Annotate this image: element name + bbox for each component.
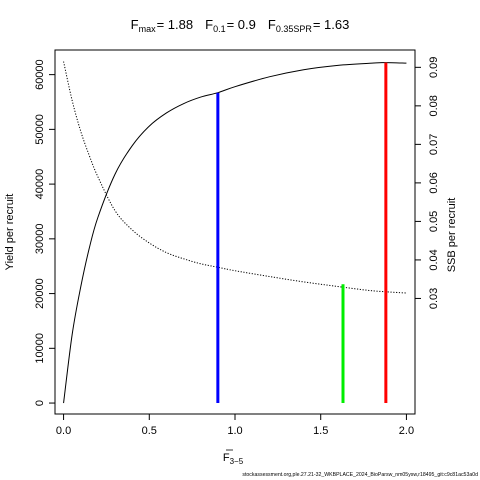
y-right-tick-label: 0.04 [428,249,440,270]
chart-title: Fmax= 1.88 F0.1= 0.9 F0.35SPR= 1.63 [131,17,350,34]
y-right-tick-label: 0.05 [428,211,440,232]
reference-lines [216,62,388,404]
y-left-tick-label: 30000 [34,224,46,255]
y-left-tick-label: 40000 [34,169,46,200]
y-axis-right-label: SSB per recruit [446,198,458,273]
x-axis-label-main: F [223,452,230,464]
y-left-tick-label: 10000 [34,333,46,364]
y-left-tick-label: 0 [34,400,46,406]
fspr-subscript: 0.35SPR [276,24,313,34]
series-layer [63,61,407,404]
fspr-value: = 1.63 [313,17,350,32]
y-right-tick-label: 0.07 [428,134,440,155]
y-right-tick-label: 0.03 [428,288,440,309]
f01-value: = 0.9 [227,17,256,32]
y-left-tick-label: 20000 [34,278,46,309]
x-axis-label: F3−5 [223,452,244,466]
y-right-tick-label: 0.06 [428,172,440,193]
x-tick-label: 0.0 [56,425,71,437]
x-tick-label: 1.5 [313,425,328,437]
x-tick-label: 2.0 [399,425,414,437]
ssb-per-recruit-line [63,61,407,294]
y-axis-left-label: Yield per recruit [4,194,16,271]
y-right-tick-label: 0.08 [428,95,440,116]
yield-per-recruit-line [63,62,407,404]
footnote: stockassessment.org,ple.27.21-32_WKBPLAC… [242,472,478,478]
y-left-tick-label: 50000 [34,114,46,145]
fmax-value: = 1.88 [157,17,194,32]
axes-ticks: 0.0 0.5 1.0 1.5 2.0 0 10000 20000 30000 40000 5000… [34,57,440,437]
x-tick-label: 0.5 [142,425,157,437]
plot-frame [54,49,416,415]
x-axis-label-sub: 3−5 [230,457,244,466]
f01-subscript: 0.1 [213,24,226,34]
y-right-tick-label: 0.09 [428,57,440,78]
fmax-subscript: max [139,24,157,34]
y-left-tick-label: 60000 [34,59,46,90]
x-tick-label: 1.0 [227,425,242,437]
